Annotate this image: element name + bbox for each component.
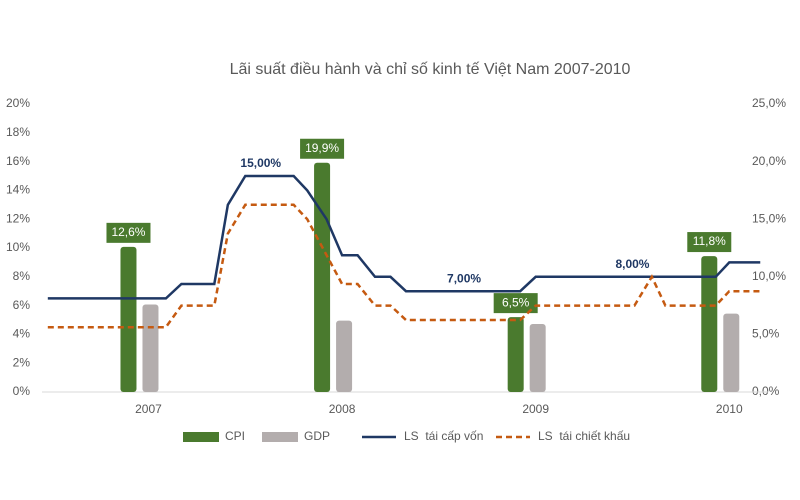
bar [142,304,159,392]
y-tick-label: 4% [13,327,31,341]
legend-label: LS tái cấp vốn [404,429,483,443]
bar [336,320,353,392]
value-label-box [687,232,732,253]
chart-title: Lãi suất điều hành và chỉ số kinh tế Việ… [230,61,631,78]
legend-swatch [262,432,298,442]
y2-tick-label: 25,0% [752,96,786,110]
y-tick-label: 2% [13,355,31,369]
y2-tick-label: 0,0% [752,384,780,398]
y-tick-label: 0% [13,384,31,398]
x-tick-label: 2008 [329,402,356,416]
value-label-box [106,222,151,243]
y-tick-label: 16% [6,154,30,168]
y-tick-label: 10% [6,240,30,254]
y-tick-label: 20% [6,96,30,110]
x-tick-label: 2010 [716,402,743,416]
y-tick-label: 18% [6,125,30,139]
y2-tick-label: 20,0% [752,154,786,168]
bar [723,313,740,392]
y-tick-label: 8% [13,269,31,283]
legend-label: LS tái chiết khấu [538,429,630,443]
y2-tick-label: 5,0% [752,327,780,341]
value-label-box [493,293,538,314]
line-value-label: 15,00% [240,156,281,170]
x-tick-label: 2009 [522,402,549,416]
value-label: 11,8% [693,234,726,248]
value-label: 19,9% [305,141,339,155]
legend-swatch [183,432,219,442]
y-tick-label: 6% [13,298,31,312]
legend-label: CPI [225,429,245,443]
y-tick-label: 14% [6,183,30,197]
value-label: 6,5% [502,295,530,309]
y2-tick-label: 10,0% [752,269,786,283]
bar [507,317,524,392]
bar [120,246,137,392]
x-tick-label: 2007 [135,402,162,416]
line-value-label: 8,00% [615,257,649,271]
bar [529,324,546,392]
value-label: 12,6% [111,225,145,239]
value-label-box [300,138,345,159]
y-tick-label: 12% [6,211,30,225]
bar [701,256,718,392]
bar [314,162,331,392]
legend-label: GDP [304,429,330,443]
y2-tick-label: 15,0% [752,211,786,225]
line [47,174,761,300]
line-value-label: 7,00% [447,271,481,285]
